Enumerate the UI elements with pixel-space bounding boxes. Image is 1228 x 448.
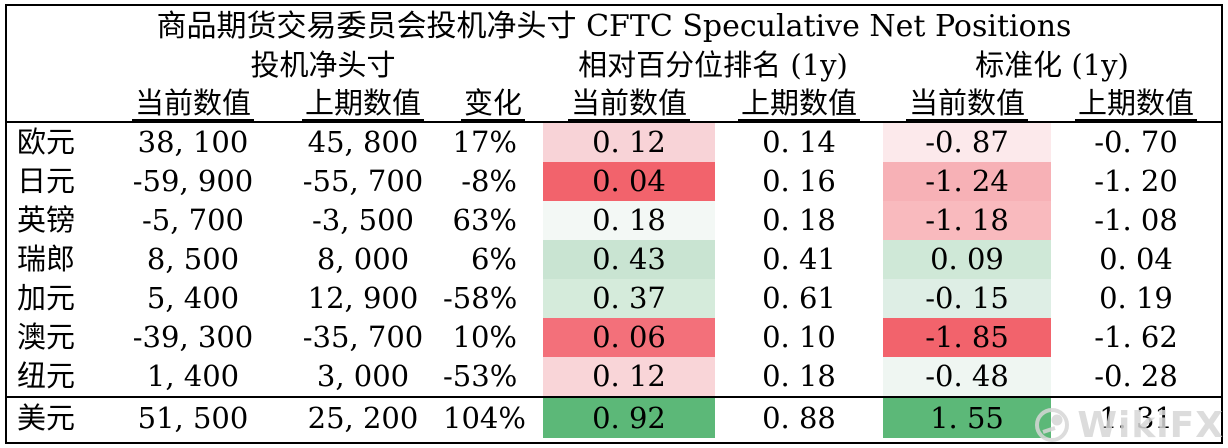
std-current-value: -1. 24 <box>883 162 1051 201</box>
pct-current-value: 0. 04 <box>543 162 715 201</box>
std-previous-value: -1. 08 <box>1094 203 1178 237</box>
pct-current-value: 0. 18 <box>543 201 715 240</box>
col-header-net-current: 当前数值 <box>103 82 283 121</box>
group-header-net-positions: 投机净头寸 <box>250 48 396 82</box>
std-current-value: -1. 18 <box>883 201 1051 240</box>
net-current-value: 38, 100 <box>137 125 249 159</box>
table-row-aud: 澳元 -39, 300 -35, 700 10% 0. 06 0. 10 -1.… <box>7 318 1221 357</box>
table-row-gbp: 英镑 -5, 700 -3, 500 63% 0. 18 0. 18 -1. 1… <box>7 201 1221 240</box>
col-header-std-previous: 上期数值 <box>1051 82 1221 121</box>
pct-previous-value: 0. 88 <box>762 401 836 435</box>
pct-previous-value: 0. 61 <box>762 281 836 315</box>
table-row-nzd: 纽元 1, 400 3, 000 -53% 0. 12 0. 18 -0. 48… <box>7 357 1221 396</box>
net-previous-value: -3, 500 <box>311 203 415 237</box>
table-row-usd: 美元 51, 500 25, 200 104% 0. 92 0. 88 1. 5… <box>7 396 1221 438</box>
net-previous-value: 12, 900 <box>307 281 419 315</box>
col-header-pct-current: 当前数值 <box>543 82 715 121</box>
change-value: -8% <box>461 164 517 198</box>
std-previous-value: -1. 20 <box>1094 164 1178 198</box>
pct-previous-value: 0. 16 <box>762 164 836 198</box>
col-header-pct-previous: 上期数值 <box>715 82 883 121</box>
net-previous-value: 45, 800 <box>307 125 419 159</box>
pct-previous-value: 0. 10 <box>762 320 836 354</box>
pct-previous-value: 0. 14 <box>762 125 836 159</box>
row-label: 英镑 <box>17 203 76 237</box>
net-current-value: 8, 500 <box>146 242 240 276</box>
row-label: 美元 <box>17 401 76 435</box>
net-current-value: 5, 400 <box>146 281 240 315</box>
change-value: 63% <box>452 203 517 237</box>
col-header-net-previous: 上期数值 <box>283 82 443 121</box>
col-header-std-current: 当前数值 <box>883 82 1051 121</box>
pct-current-value: 0. 12 <box>543 357 715 396</box>
row-label: 纽元 <box>17 359 76 393</box>
std-current-value: 1. 55 <box>883 398 1051 438</box>
std-current-value: -0. 87 <box>883 123 1051 162</box>
net-current-value: -59, 900 <box>132 164 254 198</box>
net-current-value: -39, 300 <box>132 320 254 354</box>
net-current-value: 1, 400 <box>146 359 240 393</box>
table-row-eur: 欧元 38, 100 45, 800 17% 0. 12 0. 14 -0. 8… <box>7 123 1221 162</box>
change-value: 10% <box>452 320 517 354</box>
column-header-row: 当前数值 上期数值 变化 当前数值 上期数值 当前数值 上期数值 <box>7 82 1221 123</box>
net-previous-value: 3, 000 <box>316 359 410 393</box>
std-current-value: 0. 09 <box>883 240 1051 279</box>
std-previous-value: 1. 31 <box>1099 401 1173 435</box>
row-label: 日元 <box>17 164 76 198</box>
table-row-chf: 瑞郎 8, 500 8, 000 6% 0. 43 0. 41 0. 09 0.… <box>7 240 1221 279</box>
row-label: 澳元 <box>17 320 76 354</box>
std-current-value: -1. 85 <box>883 318 1051 357</box>
std-current-value: -0. 48 <box>883 357 1051 396</box>
group-header-percentile-rank: 相对百分位排名 (1y) <box>578 48 848 82</box>
net-previous-value: 8, 000 <box>316 242 410 276</box>
std-previous-value: 0. 19 <box>1099 281 1173 315</box>
row-label: 加元 <box>17 281 76 315</box>
pct-current-value: 0. 37 <box>543 279 715 318</box>
change-value: -58% <box>443 281 518 315</box>
table-row-jpy: 日元 -59, 900 -55, 700 -8% 0. 04 0. 16 -1.… <box>7 162 1221 201</box>
net-previous-value: -35, 700 <box>302 320 424 354</box>
row-label: 欧元 <box>17 125 76 159</box>
std-previous-value: -0. 28 <box>1094 359 1178 393</box>
change-value: 17% <box>452 125 517 159</box>
cftc-positions-table: 商品期货交易委员会投机净头寸 CFTC Speculative Net Posi… <box>5 4 1223 444</box>
net-current-value: -5, 700 <box>141 203 245 237</box>
pct-previous-value: 0. 18 <box>762 359 836 393</box>
col-header-currency <box>7 82 103 121</box>
row-label: 瑞郎 <box>17 242 76 276</box>
column-group-header-row: 投机净头寸 相对百分位排名 (1y) 标准化 (1y) <box>7 48 1221 82</box>
col-header-change: 变化 <box>443 82 543 121</box>
pct-previous-value: 0. 41 <box>762 242 836 276</box>
page-title: 商品期货交易委员会投机净头寸 CFTC Speculative Net Posi… <box>156 9 1072 44</box>
change-value: 104% <box>443 401 526 435</box>
pct-current-value: 0. 92 <box>543 398 715 438</box>
pct-current-value: 0. 12 <box>543 123 715 162</box>
std-current-value: -0. 15 <box>883 279 1051 318</box>
net-previous-value: -55, 700 <box>302 164 424 198</box>
change-value: 6% <box>470 242 517 276</box>
pct-previous-value: 0. 18 <box>762 203 836 237</box>
std-previous-value: 0. 04 <box>1099 242 1173 276</box>
group-header-standardized: 标准化 (1y) <box>975 48 1129 82</box>
pct-current-value: 0. 43 <box>543 240 715 279</box>
std-previous-value: -0. 70 <box>1094 125 1178 159</box>
net-current-value: 51, 500 <box>137 401 249 435</box>
change-value: -53% <box>443 359 518 393</box>
table-row-cad: 加元 5, 400 12, 900 -58% 0. 37 0. 61 -0. 1… <box>7 279 1221 318</box>
pct-current-value: 0. 06 <box>543 318 715 357</box>
net-previous-value: 25, 200 <box>307 401 419 435</box>
std-previous-value: -1. 62 <box>1094 320 1178 354</box>
